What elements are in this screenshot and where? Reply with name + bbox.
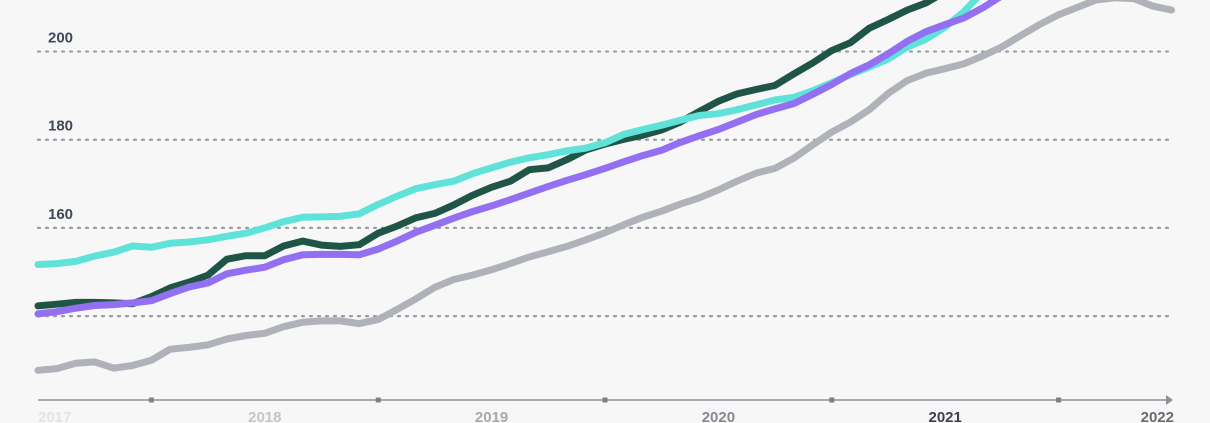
x-tick-label-2017: 2017 [38,409,71,423]
x-tick-label-2019: 2019 [475,409,508,423]
y-tick-label-160: 160 [48,206,73,223]
x-minor-tick-1 [148,397,154,403]
x-tick-label-2018: 2018 [248,409,281,423]
x-tick-label-2021: 2021 [929,409,962,423]
series-line-4 [34,0,1175,374]
x-minor-tick-3 [602,397,608,403]
y-tick-label-180: 180 [48,118,73,135]
x-axis: 2017 2018 2019 2020 2021 2022 [38,395,1174,423]
x-minor-tick-2 [375,397,381,403]
x-tick-label-2022: 2022 [1141,409,1174,423]
series-line-3 [34,0,1002,318]
x-axis-arrow [1166,395,1173,405]
x-minor-tick-5 [1056,397,1062,403]
series-line-1 [34,0,939,310]
x-minor-tick-4 [829,397,835,403]
y-tick-label-200: 200 [48,30,73,47]
x-tick-label-2020: 2020 [702,409,735,423]
y-axis-ticks: 160 180 200 [48,30,73,223]
series-lines [34,0,1175,374]
